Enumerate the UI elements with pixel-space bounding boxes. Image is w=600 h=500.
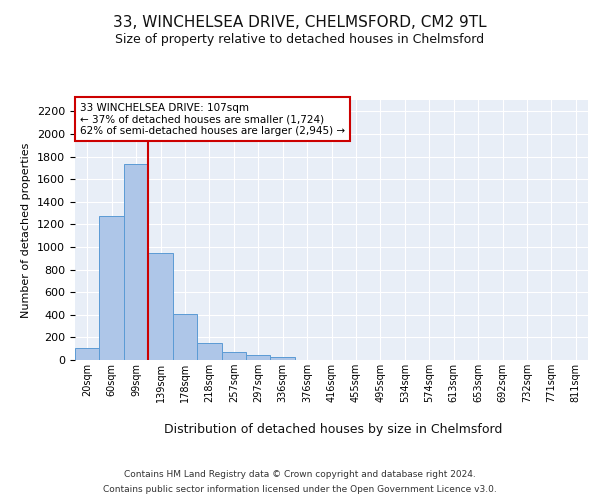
Text: 33, WINCHELSEA DRIVE, CHELMSFORD, CM2 9TL: 33, WINCHELSEA DRIVE, CHELMSFORD, CM2 9T… — [113, 15, 487, 30]
Text: 33 WINCHELSEA DRIVE: 107sqm
← 37% of detached houses are smaller (1,724)
62% of : 33 WINCHELSEA DRIVE: 107sqm ← 37% of det… — [80, 102, 345, 136]
Bar — [100, 216, 124, 360]
Bar — [221, 352, 246, 360]
Bar — [271, 357, 295, 360]
Y-axis label: Number of detached properties: Number of detached properties — [22, 142, 31, 318]
Bar — [197, 343, 221, 360]
Bar — [173, 314, 197, 360]
Bar — [124, 164, 148, 360]
Bar — [75, 348, 100, 360]
Text: Size of property relative to detached houses in Chelmsford: Size of property relative to detached ho… — [115, 32, 485, 46]
Text: Contains public sector information licensed under the Open Government Licence v3: Contains public sector information licen… — [103, 485, 497, 494]
Text: Distribution of detached houses by size in Chelmsford: Distribution of detached houses by size … — [164, 422, 502, 436]
Text: Contains HM Land Registry data © Crown copyright and database right 2024.: Contains HM Land Registry data © Crown c… — [124, 470, 476, 479]
Bar — [246, 355, 271, 360]
Bar — [148, 252, 173, 360]
